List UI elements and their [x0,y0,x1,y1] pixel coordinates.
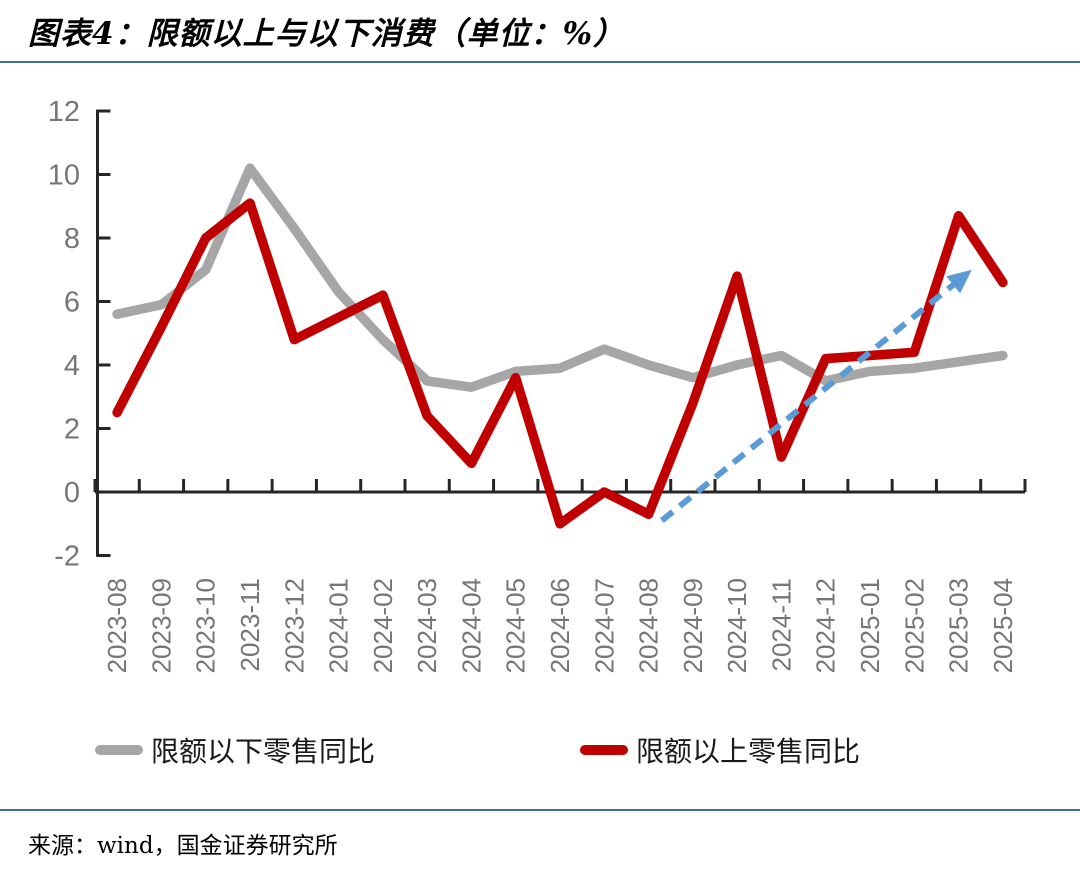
x-tick-label: 2024-03 [412,578,442,673]
x-tick-label: 2024-10 [722,578,752,673]
x-tick-label: 2024-05 [501,578,531,673]
legend-item-above-quota: 限额以上零售同比 [580,730,860,770]
x-tick-label: 2024-09 [678,578,708,673]
x-tick-label: 2024-02 [368,578,398,673]
x-tick-label: 2024-12 [811,578,841,673]
source-note: 来源：wind，国金证券研究所 [28,833,338,859]
x-tick-label: 2023-11 [235,578,265,672]
x-tick-label: 2024-06 [545,578,575,673]
x-tick-label: 2024-11 [766,578,796,672]
x-tick-label: 2023-10 [191,578,221,673]
y-tick-label: 4 [64,350,80,382]
x-tick-label: 2025-01 [855,578,885,673]
y-tick-label: 8 [64,223,80,255]
series-line-red [112,198,1008,529]
legend-item-below-quota: 限额以下零售同比 [95,730,375,770]
x-tick-label: 2025-04 [988,578,1018,673]
x-tick-label: 2025-02 [899,578,929,673]
trend-arrow-head [946,269,972,294]
gray-line-swatch [95,745,143,755]
x-tick-label: 2023-09 [146,578,176,673]
y-tick-label: 6 [64,287,80,319]
x-tick-label: 2024-07 [589,578,619,673]
red-line-swatch [580,745,628,755]
x-tick-label: 2024-01 [324,578,354,673]
y-tick-label: 0 [64,477,80,509]
series-line-gray [112,163,1008,392]
y-tick-label: 10 [48,160,80,192]
legend-label-below-quota: 限额以下零售同比 [151,735,376,768]
y-tick-label: 12 [48,96,80,128]
legend-label-above-quota: 限额以上零售同比 [636,735,861,768]
x-tick-label: 2024-08 [634,578,664,673]
trend-arrow-shaft [659,277,962,523]
x-tick-label: 2024-04 [456,578,486,673]
top-separator-line [0,61,1080,63]
x-tick-label: 2023-12 [279,578,309,673]
chart-legend: 限额以下零售同比 限额以上零售同比 [0,730,1080,770]
x-tick-label: 2025-03 [944,578,974,673]
chart-title: 图表4：限额以上与以下消费（单位：%） [28,16,626,52]
x-tick-label: 2023-08 [102,578,132,673]
y-tick-label: -2 [54,541,80,573]
y-tick-label: 2 [64,414,80,446]
bottom-separator-line [0,809,1080,811]
